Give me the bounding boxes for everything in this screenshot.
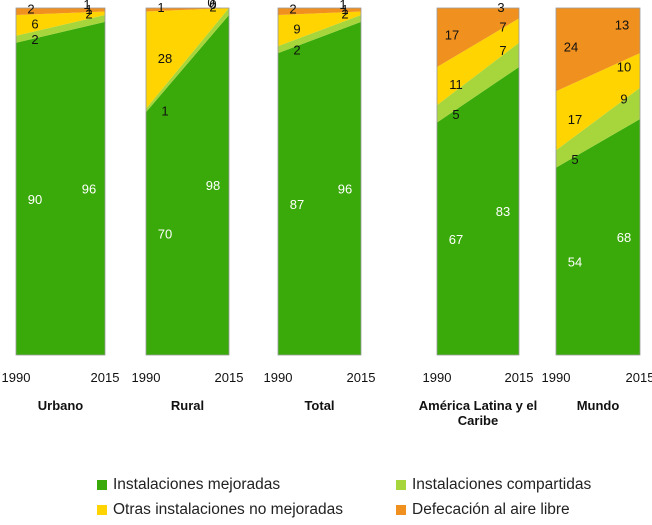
legend-item-compartidas: Instalaciones compartidas xyxy=(396,476,591,494)
data-label: 2 xyxy=(209,0,216,14)
data-label: 67 xyxy=(449,232,463,247)
data-label: 1 xyxy=(339,0,346,12)
data-label: 70 xyxy=(158,227,172,242)
x-tick-label: 2015 xyxy=(215,370,244,385)
panel-title: Mundo xyxy=(577,398,620,413)
area-compartidas xyxy=(146,8,229,113)
legend-swatch-compartidas xyxy=(396,480,406,490)
legend-label: Defecación al aire libre xyxy=(412,501,570,518)
legend-swatch-aire-libre xyxy=(396,505,406,515)
data-label: 2 xyxy=(289,1,296,16)
panel-title: Urbano xyxy=(38,398,84,413)
data-label: 1 xyxy=(83,0,90,12)
area-mejoradas xyxy=(16,21,105,355)
panel-frame xyxy=(15,7,106,356)
area-compartidas xyxy=(556,87,640,168)
data-label: 24 xyxy=(564,40,578,55)
panel-frame xyxy=(436,7,520,356)
x-tick-label: 2015 xyxy=(347,370,376,385)
legend: Instalaciones mejoradas Instalaciones co… xyxy=(0,470,652,525)
legend-item-mejoradas: Instalaciones mejoradas xyxy=(97,476,280,494)
area-no-mejoradas xyxy=(437,18,519,106)
data-label: 3 xyxy=(497,0,504,15)
area-aire-libre xyxy=(278,8,361,15)
data-label: 1 xyxy=(341,2,348,17)
panel-title: Rural xyxy=(171,398,204,413)
area-aire-libre xyxy=(16,8,105,15)
legend-item-no-mejoradas: Otras instalaciones no mejoradas xyxy=(97,501,343,519)
panel-5: 54 68 5 9 17 10 24 13 1990 2015 Mundo xyxy=(542,7,652,413)
legend-item-aire-libre: Defecación al aire libre xyxy=(396,501,570,519)
data-label: 90 xyxy=(28,192,42,207)
area-no-mejoradas xyxy=(16,11,105,36)
x-tick-label: 1990 xyxy=(2,370,31,385)
x-tick-label: 1990 xyxy=(423,370,452,385)
x-tick-label: 1990 xyxy=(542,370,571,385)
data-label: 68 xyxy=(617,230,631,245)
data-label: 7 xyxy=(499,20,506,35)
panel-frame xyxy=(555,7,641,356)
panel-frame xyxy=(277,7,362,356)
data-label: 83 xyxy=(496,204,510,219)
area-mejoradas xyxy=(278,21,361,355)
area-compartidas xyxy=(278,14,361,54)
x-tick-label: 1990 xyxy=(132,370,161,385)
area-aire-libre xyxy=(146,8,229,12)
legend-swatch-no-mejoradas xyxy=(97,505,107,515)
data-label: 1 xyxy=(161,103,168,118)
area-mejoradas xyxy=(437,66,519,356)
legend-swatch-mejoradas xyxy=(97,480,107,490)
data-label: 87 xyxy=(290,197,304,212)
area-no-mejoradas xyxy=(556,53,640,151)
data-label: 1 xyxy=(85,2,92,17)
area-aire-libre xyxy=(556,8,640,92)
data-label: 0 xyxy=(207,0,214,10)
data-label: 10 xyxy=(617,59,631,74)
data-label: 13 xyxy=(615,18,629,33)
legend-label: Instalaciones mejoradas xyxy=(113,476,281,493)
data-label: 2 xyxy=(27,1,34,16)
panel-frame xyxy=(145,7,230,356)
data-label: 2 xyxy=(31,32,38,47)
data-label: 7 xyxy=(499,43,506,58)
data-label: 11 xyxy=(449,77,463,92)
data-label: 2 xyxy=(293,43,300,58)
panel-title: Total xyxy=(304,398,334,413)
x-tick-label: 2015 xyxy=(91,370,120,385)
data-label: 98 xyxy=(206,178,220,193)
data-label: 28 xyxy=(158,51,172,66)
data-label: 9 xyxy=(293,22,300,37)
data-label: 17 xyxy=(568,112,582,127)
data-label: 2 xyxy=(85,6,92,21)
area-compartidas xyxy=(437,42,519,123)
data-label: 6 xyxy=(31,16,38,31)
data-label: 1 xyxy=(157,0,164,15)
legend-label: Otras instalaciones no mejoradas xyxy=(113,501,344,518)
area-mejoradas xyxy=(556,119,640,355)
area-no-mejoradas xyxy=(278,11,361,47)
x-tick-label: 1990 xyxy=(264,370,293,385)
area-no-mejoradas xyxy=(146,8,229,109)
area-mejoradas xyxy=(146,14,229,355)
legend-label: Instalaciones compartidas xyxy=(412,476,592,493)
area-compartidas xyxy=(16,14,105,43)
panel-title: América Latina y el Caribe xyxy=(419,398,538,428)
x-tick-label: 2015 xyxy=(626,370,652,385)
area-aire-libre xyxy=(437,8,519,67)
data-label: 17 xyxy=(445,27,459,42)
data-label: 96 xyxy=(82,181,96,196)
data-label: 5 xyxy=(571,152,578,167)
x-tick-label: 2015 xyxy=(505,370,534,385)
data-label: 2 xyxy=(341,6,348,21)
panel-4: 67 83 5 7 11 7 17 3 1990 2015 América Latina y el C… xyxy=(419,0,538,428)
data-label: 0 xyxy=(209,0,216,12)
data-label: 96 xyxy=(338,181,352,196)
data-label: 9 xyxy=(620,91,627,106)
data-label: 5 xyxy=(452,107,459,122)
data-label: 54 xyxy=(568,254,582,269)
